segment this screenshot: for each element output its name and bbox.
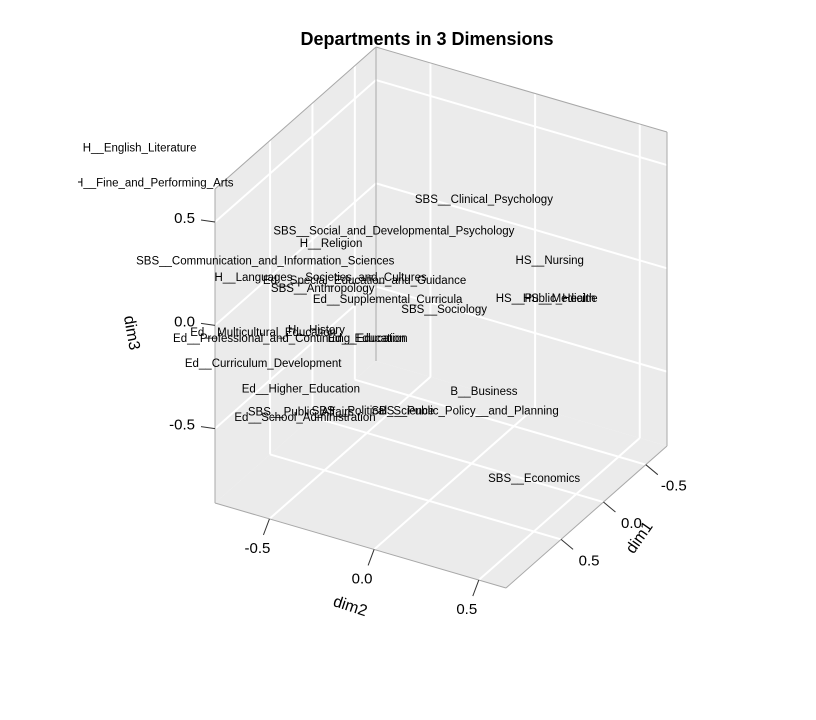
right-wall [376,47,667,446]
point-label: B__Business [450,386,517,398]
grid-line [312,416,604,504]
tick-mark [262,518,270,536]
point-label: Ed__Multicultural_Education [190,327,336,339]
grid-line [214,285,377,430]
tick-mark [560,539,574,550]
point-label: SBS__Social_and_Developmental_Psychology [273,225,514,237]
tick-mark [645,464,659,476]
panels [200,46,668,597]
grid-line [354,378,647,466]
point-label: H__Fine_and_Performing_Arts [75,178,234,190]
point-label: HS__Public_Health [496,293,596,305]
point-label: H__Religion [300,238,363,250]
tick-mark [367,549,375,566]
grid-line [478,437,641,581]
box-edge [214,46,377,190]
point-label: Ed__School_Administration [234,412,375,424]
grid-line [375,182,668,270]
point-label: H__History [288,325,345,337]
tick-mark [200,322,216,326]
chart-title: Departments in 3 Dimensions [300,29,553,49]
box-edge [375,46,668,133]
y-axis-title: dim2 [331,593,369,620]
y-tick-label: -0.5 [245,540,271,557]
grid-line [269,453,562,541]
point-label: SBS__Communication_and_Information_Scien… [136,256,395,268]
point-label: H__English_Literature [83,142,197,154]
x-tick-label: 0.0 [621,515,642,532]
point-label: Ed__Supplemental_Curricula [313,294,463,306]
x-tick-label: -0.5 [661,478,687,495]
tick-mark [603,501,616,513]
z-tick-label: -0.5 [169,417,195,434]
box-edge [214,502,507,589]
box-edge [505,445,668,589]
point-label: HS__Medicine [523,293,598,305]
point-label: Ed__Higher_Education [242,384,360,396]
tick-mark [472,579,480,597]
y-tick-label: 0.0 [352,570,373,587]
point-label: Ed__Education [328,333,406,345]
z-tick-label: 0.5 [174,210,195,227]
floor-panel [215,361,667,588]
grid-line [373,406,536,551]
tick-mark [200,219,216,223]
tick-mark [200,426,216,430]
point-label: Ed__Special_Education_and_Guidance [263,275,466,287]
point-label: SBS__Political_Science [312,405,435,417]
point-label: SBS__Clinical_Psychology [415,194,553,206]
grid-line [214,182,377,327]
grid-line [214,79,377,223]
point-label: SBS__Public_Policy__and_Planning [371,405,558,417]
x-tick-label: 0.5 [579,552,600,569]
grid-line [375,79,668,167]
z-axis-title: dim3 [120,314,143,351]
points: H__English_Literature H__Fine_and_Perform… [75,142,598,485]
point-label: Ed__Professional_and_Continuing_Educatio… [173,333,408,345]
grid-line [375,285,668,373]
z-tick-label: 0.0 [174,313,195,330]
point-label: SBS__Economics [488,473,580,485]
left-wall [215,47,376,503]
point-label: SBS__Sociology [401,304,487,316]
point-label: Ed__Curriculum_Development [185,358,342,370]
point-label: SBS__Anthropology [271,283,375,295]
point-label: SBS__Public_Affairs [248,406,354,418]
point-label: H__Languages__Societies_and_Cultures [214,272,427,284]
grid-line [268,376,432,520]
y-tick-label: 0.5 [456,601,477,618]
point-label: HS__Nursing [516,255,584,267]
